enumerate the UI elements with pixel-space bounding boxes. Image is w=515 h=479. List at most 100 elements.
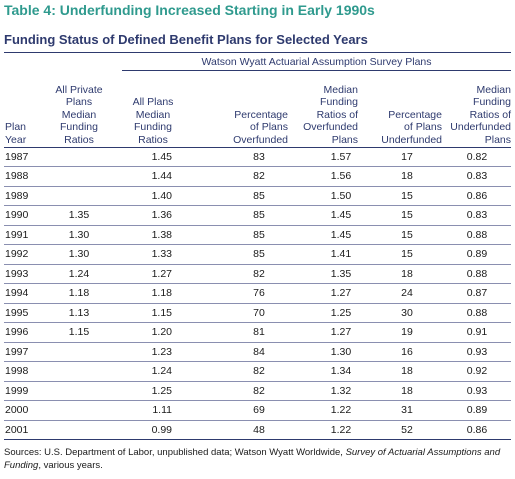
col-header-pct-overfunded: Percentage of Plans Overfunded xyxy=(233,108,288,146)
cell-plan-year: 1991 xyxy=(5,228,29,241)
cell-all-median: 1.33 xyxy=(151,248,172,261)
cell-all-median: 1.23 xyxy=(151,345,172,358)
cell-median-overfunded: 1.41 xyxy=(330,248,352,261)
cell-plan-year: 2000 xyxy=(5,404,29,417)
table-row: 1999 1.25 82 1.32 18 0.93 xyxy=(4,382,511,402)
cell-pct-overfunded: 81 xyxy=(253,326,265,339)
cell-pct-underfunded: 17 xyxy=(401,151,413,163)
cell-plan-year: 1995 xyxy=(5,306,29,319)
cell-median-overfunded: 1.45 xyxy=(330,228,352,241)
col-header-private-median: All Private Plans Median Funding Ratios xyxy=(55,83,103,146)
cell-pct-underfunded: 52 xyxy=(401,423,413,436)
cell-all-median: 1.11 xyxy=(152,404,172,417)
table-title: Table 4: Underfunding Increased Starting… xyxy=(4,2,375,18)
cell-plan-year: 1992 xyxy=(5,248,29,261)
sources-prefix: Sources: U.S. Department of Labor, unpub… xyxy=(4,447,346,458)
table-row: 1994 1.18 1.18 76 1.27 24 0.87 xyxy=(4,284,511,304)
cell-median-underfunded: 0.83 xyxy=(466,209,488,222)
cell-all-median: 1.20 xyxy=(151,326,172,339)
table-row: 1998 1.24 82 1.34 18 0.92 xyxy=(4,362,511,382)
table-row: 1992 1.30 1.33 85 1.41 15 0.89 xyxy=(4,245,511,265)
cell-private-median xyxy=(56,343,102,362)
col-header-plan-year: Plan Year xyxy=(5,121,27,146)
cell-median-overfunded: 1.45 xyxy=(330,209,352,222)
cell-median-overfunded: 1.22 xyxy=(330,404,352,417)
cell-private-median: 1.24 xyxy=(68,267,90,280)
cell-plan-year: 1999 xyxy=(5,384,29,397)
cell-private-median xyxy=(56,187,102,206)
cell-median-underfunded: 0.87 xyxy=(466,287,488,300)
cell-pct-underfunded: 15 xyxy=(401,209,413,222)
cell-median-overfunded: 1.35 xyxy=(330,267,352,280)
cell-private-median: 1.35 xyxy=(68,209,90,222)
cell-median-overfunded: 1.27 xyxy=(330,326,352,339)
cell-pct-overfunded: 69 xyxy=(253,404,265,417)
cell-plan-year: 1988 xyxy=(5,170,29,183)
cell-private-median: 1.18 xyxy=(68,287,90,300)
cell-median-underfunded: 0.82 xyxy=(466,151,488,163)
cell-pct-overfunded: 48 xyxy=(253,423,265,436)
cell-plan-year: 1998 xyxy=(5,365,29,378)
cell-median-overfunded: 1.50 xyxy=(330,189,352,202)
table-row: 2001 0.99 48 1.22 52 0.86 xyxy=(4,421,511,441)
cell-median-underfunded: 0.89 xyxy=(466,404,488,417)
table-row: 1995 1.13 1.15 70 1.25 30 0.88 xyxy=(4,304,511,324)
table-row: 1996 1.15 1.20 81 1.27 19 0.91 xyxy=(4,323,511,343)
cell-all-median: 1.18 xyxy=(151,287,172,300)
cell-all-median: 1.27 xyxy=(151,267,172,280)
cell-pct-overfunded: 85 xyxy=(253,189,265,202)
sources-note: Sources: U.S. Department of Labor, unpub… xyxy=(4,446,511,472)
cell-private-median xyxy=(56,148,102,167)
cell-pct-underfunded: 31 xyxy=(401,404,413,417)
cell-median-underfunded: 0.93 xyxy=(466,345,488,358)
cell-median-underfunded: 0.88 xyxy=(466,267,488,280)
cell-pct-overfunded: 82 xyxy=(253,384,265,397)
cell-all-median: 1.40 xyxy=(151,189,172,202)
cell-pct-underfunded: 15 xyxy=(401,189,413,202)
cell-median-overfunded: 1.56 xyxy=(330,170,352,183)
table-row: 2000 1.11 69 1.22 31 0.89 xyxy=(4,401,511,421)
survey-group-rule xyxy=(122,70,511,71)
col-header-all-median: All Plans Median Funding Ratios xyxy=(132,96,174,146)
cell-all-median: 1.45 xyxy=(151,151,172,163)
cell-median-underfunded: 0.92 xyxy=(466,365,488,378)
cell-private-median xyxy=(56,421,102,440)
cell-pct-underfunded: 15 xyxy=(401,248,413,261)
cell-median-underfunded: 0.86 xyxy=(466,423,488,436)
cell-median-overfunded: 1.22 xyxy=(330,423,352,436)
cell-private-median: 1.13 xyxy=(68,306,90,319)
cell-median-overfunded: 1.27 xyxy=(330,287,352,300)
cell-pct-overfunded: 76 xyxy=(253,287,265,300)
cell-plan-year: 1993 xyxy=(5,267,29,280)
cell-pct-overfunded: 85 xyxy=(253,248,265,261)
cell-pct-underfunded: 18 xyxy=(401,384,413,397)
cell-plan-year: 1996 xyxy=(5,326,29,339)
top-rule xyxy=(4,52,122,53)
cell-pct-overfunded: 84 xyxy=(253,345,265,358)
table-body: 1987 1.45 83 1.57 17 0.82 1988 1.44 82 1.56 18 0.83… xyxy=(4,148,511,441)
sources-title: Survey of Actuarial Assumptions and Fund… xyxy=(4,447,501,471)
cell-pct-overfunded: 82 xyxy=(253,365,265,378)
cell-private-median: 1.30 xyxy=(68,228,90,241)
col-header-pct-underfunded: Percentage of Plans Underfunded xyxy=(381,108,442,146)
cell-plan-year: 1994 xyxy=(5,287,29,300)
cell-all-median: 1.38 xyxy=(151,228,172,241)
cell-pct-underfunded: 15 xyxy=(401,228,413,241)
table-subtitle: Funding Status of Defined Benefit Plans … xyxy=(4,32,368,47)
cell-pct-underfunded: 19 xyxy=(401,326,413,339)
cell-pct-overfunded: 85 xyxy=(253,228,265,241)
cell-median-underfunded: 0.93 xyxy=(466,384,488,397)
cell-pct-overfunded: 82 xyxy=(253,267,265,280)
cell-all-median: 1.15 xyxy=(151,306,172,319)
cell-pct-overfunded: 85 xyxy=(253,209,265,222)
cell-median-overfunded: 1.25 xyxy=(330,306,352,319)
cell-all-median: 1.44 xyxy=(151,170,172,183)
cell-pct-overfunded: 83 xyxy=(253,151,265,163)
cell-pct-underfunded: 16 xyxy=(401,345,413,358)
col-header-median-overfunded: Median Funding Ratios of Overfunded Plan… xyxy=(303,83,358,146)
cell-private-median xyxy=(56,362,102,381)
table-row: 1987 1.45 83 1.57 17 0.82 xyxy=(4,148,511,168)
cell-pct-underfunded: 24 xyxy=(401,287,413,300)
cell-all-median: 0.99 xyxy=(151,423,172,436)
